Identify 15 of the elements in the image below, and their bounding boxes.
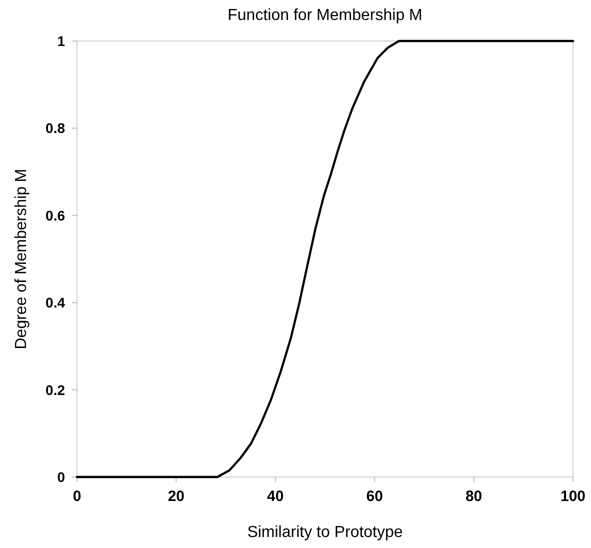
y-tick-label: 0	[57, 469, 66, 485]
x-axis-title: Similarity to Prototype	[247, 524, 403, 541]
chart-title: Function for Membership M	[228, 7, 422, 24]
x-tick-label: 60	[366, 488, 383, 505]
x-tick-label: 20	[168, 488, 185, 505]
y-tick-label: 0.8	[46, 120, 66, 136]
x-tick-label: 0	[72, 488, 82, 505]
y-tick-label: 1	[57, 33, 66, 49]
y-tick-label: 0.4	[46, 294, 66, 311]
x-tick-label: 80	[465, 488, 482, 505]
y-tick-label: 0.2	[46, 382, 66, 398]
x-tick-label: 40	[267, 488, 284, 505]
y-axis-title: Degree of Membership M	[13, 168, 30, 350]
x-tick-label: 100	[560, 488, 586, 505]
y-tick-label: 0.6	[46, 207, 66, 224]
